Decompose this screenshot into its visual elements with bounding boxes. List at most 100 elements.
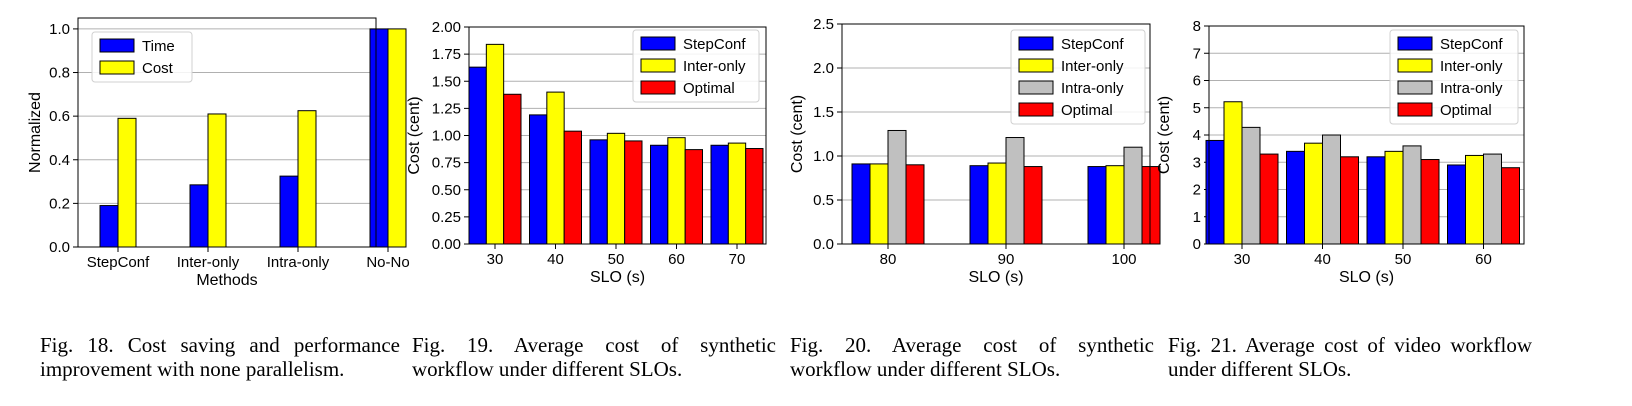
bar bbox=[1420, 159, 1440, 245]
y-axis-label: Cost (cent) bbox=[1156, 96, 1173, 174]
x-tick-label: 50 bbox=[608, 251, 625, 268]
legend-label: Time bbox=[142, 38, 175, 55]
y-axis-label: Cost (cent) bbox=[406, 96, 423, 174]
bar bbox=[1366, 156, 1386, 245]
x-tick-label: 90 bbox=[998, 251, 1015, 268]
legend-label: Intra-only bbox=[1440, 80, 1503, 97]
x-tick-label: 100 bbox=[1111, 251, 1136, 268]
plot-frame bbox=[841, 23, 1151, 245]
y-tick-label: 6 bbox=[1193, 73, 1201, 90]
bar bbox=[1340, 156, 1359, 245]
legend-swatch bbox=[1397, 58, 1433, 73]
plot-frame bbox=[1208, 25, 1525, 245]
y-tick-label: 3 bbox=[1193, 154, 1201, 171]
bar bbox=[1259, 153, 1279, 245]
y-tick-label: 1.5 bbox=[813, 104, 834, 121]
caption-fig19: Fig. 19. Average cost of synthetic workf… bbox=[412, 333, 776, 381]
legend-swatch bbox=[1397, 80, 1433, 95]
chart-synthetic-cost-fig20: 0.0 0.5 1.0 1.5 2.0 2.5 80 90 100 SLO (s) Cost (ce… bbox=[789, 16, 1161, 286]
x-tick-label: 30 bbox=[487, 251, 504, 268]
y-tick-label: 7 bbox=[1193, 45, 1201, 62]
y-tick-label: 0.50 bbox=[432, 182, 461, 199]
legend-label: Optimal bbox=[1061, 102, 1113, 119]
bar bbox=[1286, 150, 1305, 245]
legend-swatch bbox=[640, 80, 676, 95]
bar bbox=[1402, 145, 1422, 245]
y-tick-label: 2.0 bbox=[813, 60, 834, 77]
legend-swatch bbox=[1018, 36, 1054, 51]
legend-label: Optimal bbox=[1440, 102, 1492, 119]
x-axis-label: SLO (s) bbox=[590, 269, 645, 286]
x-axis-label: SLO (s) bbox=[968, 269, 1023, 286]
x-tick-label: 60 bbox=[668, 251, 685, 268]
bar bbox=[1322, 134, 1341, 245]
y-tick-label: 2.5 bbox=[813, 16, 834, 33]
legend-swatch bbox=[1018, 80, 1054, 95]
x-tick-label: Inter-only bbox=[177, 254, 240, 271]
y-tick-label: 4 bbox=[1193, 127, 1201, 144]
y-tick-label: 2 bbox=[1193, 182, 1201, 199]
legend-box bbox=[1010, 29, 1146, 125]
legend-label: StepConf bbox=[683, 36, 746, 53]
y-tick-label: 0.6 bbox=[49, 108, 70, 125]
x-tick-label: 40 bbox=[1314, 251, 1331, 268]
y-axis-label: Normalized bbox=[27, 92, 44, 173]
legend-swatch bbox=[640, 58, 676, 73]
x-tick-label: StepConf bbox=[87, 254, 150, 271]
y-tick-label: 0.5 bbox=[813, 192, 834, 209]
legend-box bbox=[1389, 29, 1519, 125]
y-tick-label: 1 bbox=[1193, 209, 1201, 226]
bar bbox=[1141, 166, 1161, 245]
bar bbox=[1241, 126, 1261, 245]
y-tick-label: 0.25 bbox=[432, 209, 461, 226]
legend-label: StepConf bbox=[1440, 36, 1503, 53]
caption-fig20: Fig. 20. Average cost of synthetic workf… bbox=[790, 333, 1154, 381]
y-tick-label: 1.00 bbox=[432, 128, 461, 145]
y-tick-label: 0.0 bbox=[49, 239, 70, 256]
y-tick-label: 0.0 bbox=[813, 236, 834, 253]
y-tick-label: 1.75 bbox=[432, 46, 461, 63]
chart-video-cost: 0 1 2 3 4 5 6 7 8 30 40 50 60 SLO (s) Cost (cent) StepC… bbox=[1156, 18, 1525, 286]
legend-label: StepConf bbox=[1061, 36, 1124, 53]
y-tick-label: 0.75 bbox=[432, 155, 461, 172]
caption-fig21: Fig. 21. Average cost of video workflow … bbox=[1168, 333, 1532, 381]
x-tick-label: 40 bbox=[547, 251, 564, 268]
y-tick-label: 0 bbox=[1193, 236, 1201, 253]
legend-label: Inter-only bbox=[683, 58, 746, 75]
bar bbox=[387, 28, 407, 248]
legend-swatch bbox=[1397, 102, 1433, 117]
x-tick-label: 60 bbox=[1475, 251, 1492, 268]
bar bbox=[1447, 164, 1466, 245]
x-tick-label: 50 bbox=[1395, 251, 1412, 268]
legend-label: Intra-only bbox=[1061, 80, 1124, 97]
y-tick-label: 5 bbox=[1193, 100, 1201, 117]
y-tick-label: 0.4 bbox=[49, 152, 70, 169]
bar bbox=[1483, 153, 1502, 245]
x-axis-label: Methods bbox=[196, 272, 257, 289]
bar bbox=[1223, 101, 1243, 245]
caption-fig18: Fig. 18. Cost saving and performance imp… bbox=[40, 333, 400, 381]
legend-swatch bbox=[99, 60, 135, 75]
legend-swatch bbox=[1018, 102, 1054, 117]
y-tick-label: 0.8 bbox=[49, 65, 70, 82]
legend-label: Inter-only bbox=[1061, 58, 1124, 75]
bar bbox=[1384, 150, 1404, 245]
y-tick-label: 8 bbox=[1193, 18, 1201, 35]
plot-frame bbox=[468, 26, 767, 245]
bar bbox=[1465, 154, 1484, 245]
chart-synthetic-cost-fig19: 0.00 0.25 0.50 0.75 1.00 1.25 1.50 1.75 2.00 30 40… bbox=[406, 19, 767, 286]
bar bbox=[1501, 167, 1520, 245]
legend-label: Optimal bbox=[683, 80, 735, 97]
x-tick-label: 70 bbox=[729, 251, 746, 268]
legend-swatch bbox=[99, 38, 135, 53]
legend-label: Cost bbox=[142, 60, 174, 77]
chart-normalized-methods: 0.0 0.2 0.4 0.6 0.8 1.0 StepConf Inter-only Intr… bbox=[27, 17, 410, 289]
x-tick-label: 80 bbox=[880, 251, 897, 268]
legend-swatch bbox=[1018, 58, 1054, 73]
y-tick-label: 1.0 bbox=[49, 21, 70, 38]
bar bbox=[1304, 142, 1323, 245]
y-axis-label: Cost (cent) bbox=[789, 95, 806, 173]
y-tick-label: 1.0 bbox=[813, 148, 834, 165]
plot-frame bbox=[77, 17, 377, 248]
legend-label: Inter-only bbox=[1440, 58, 1503, 75]
